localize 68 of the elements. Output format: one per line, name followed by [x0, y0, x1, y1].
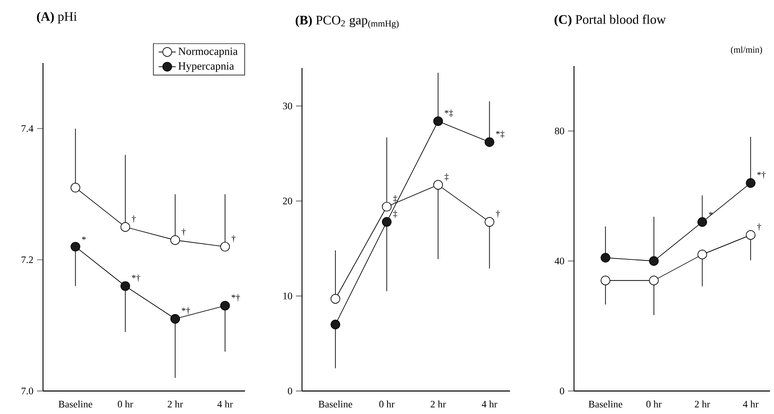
point: [649, 276, 659, 286]
point: [484, 137, 494, 147]
point: [382, 202, 392, 212]
point: [382, 217, 392, 227]
x-tick-label: 2 hr: [694, 400, 710, 408]
y-tick-label: 40: [554, 258, 564, 264]
point: [70, 242, 80, 252]
point: [484, 217, 494, 227]
y-tick-label: 0: [288, 388, 292, 394]
y-tick-label: 80: [554, 128, 564, 134]
point: [697, 217, 708, 227]
point: [70, 182, 80, 192]
annotation: *‡: [496, 130, 504, 138]
annotation: †: [496, 210, 500, 218]
point: [120, 281, 130, 291]
point: [220, 242, 230, 252]
chart-title: (B) PCO$_{2}$ gap$_{(mmHg)}$: [296, 15, 399, 28]
point: [746, 230, 756, 240]
x-tick-label: Baseline: [318, 400, 352, 408]
point: [220, 300, 230, 311]
x-tick-label: 4 hr: [482, 400, 498, 408]
x-tick-label: 2 hr: [430, 400, 446, 408]
annotation: *†: [757, 172, 766, 179]
point: [170, 314, 180, 324]
x-tick-label: 4 hr: [217, 400, 233, 408]
annotation: ‡: [393, 210, 398, 218]
y-tick-label: 7.0: [22, 388, 34, 394]
point: [433, 180, 443, 190]
y-tick-label: 7.4: [22, 125, 34, 132]
chart-title: (C) Portal blood flow: [554, 14, 666, 26]
annotation: †: [132, 216, 136, 223]
x-tick-label: 0 hr: [646, 400, 662, 408]
annotation: ‡: [444, 173, 449, 181]
x-tick-label: 0 hr: [379, 400, 395, 408]
annotation: †: [232, 235, 236, 242]
point: [697, 250, 708, 260]
point: [600, 276, 610, 286]
annotation: *‡: [444, 110, 453, 117]
y-tick-label: 7.2: [22, 256, 33, 264]
point: [330, 320, 340, 330]
annotation: †: [182, 228, 186, 236]
annotation: †: [757, 224, 762, 231]
y-axis-title: (ml/min): [730, 46, 762, 54]
annotation: *†: [232, 294, 240, 302]
point: [746, 178, 756, 188]
point: [170, 235, 180, 245]
x-tick-label: Baseline: [588, 400, 622, 408]
point: [120, 222, 130, 232]
annotation: *: [708, 212, 713, 216]
annotation: *†: [132, 274, 140, 282]
annotation: *: [82, 236, 86, 240]
point: [649, 256, 659, 266]
point: [600, 252, 610, 263]
annotation: *†: [182, 307, 190, 315]
legend-label: Normocapnia: [178, 48, 238, 58]
y-tick-label: 0: [560, 388, 564, 394]
chart-title: (A) pHi: [36, 12, 77, 24]
legend-label: Hypercapnia: [178, 62, 234, 72]
y-tick-label: 30: [283, 102, 292, 110]
x-tick-label: 4 hr: [742, 400, 758, 408]
x-tick-label: 2 hr: [168, 400, 183, 408]
point: [433, 116, 443, 126]
x-tick-label: 0 hr: [118, 400, 134, 408]
y-tick-label: 20: [282, 198, 292, 204]
point: [330, 294, 340, 304]
annotation: ‡: [393, 195, 398, 202]
y-tick-label: 10: [283, 292, 292, 300]
x-tick-label: Baseline: [58, 400, 92, 408]
